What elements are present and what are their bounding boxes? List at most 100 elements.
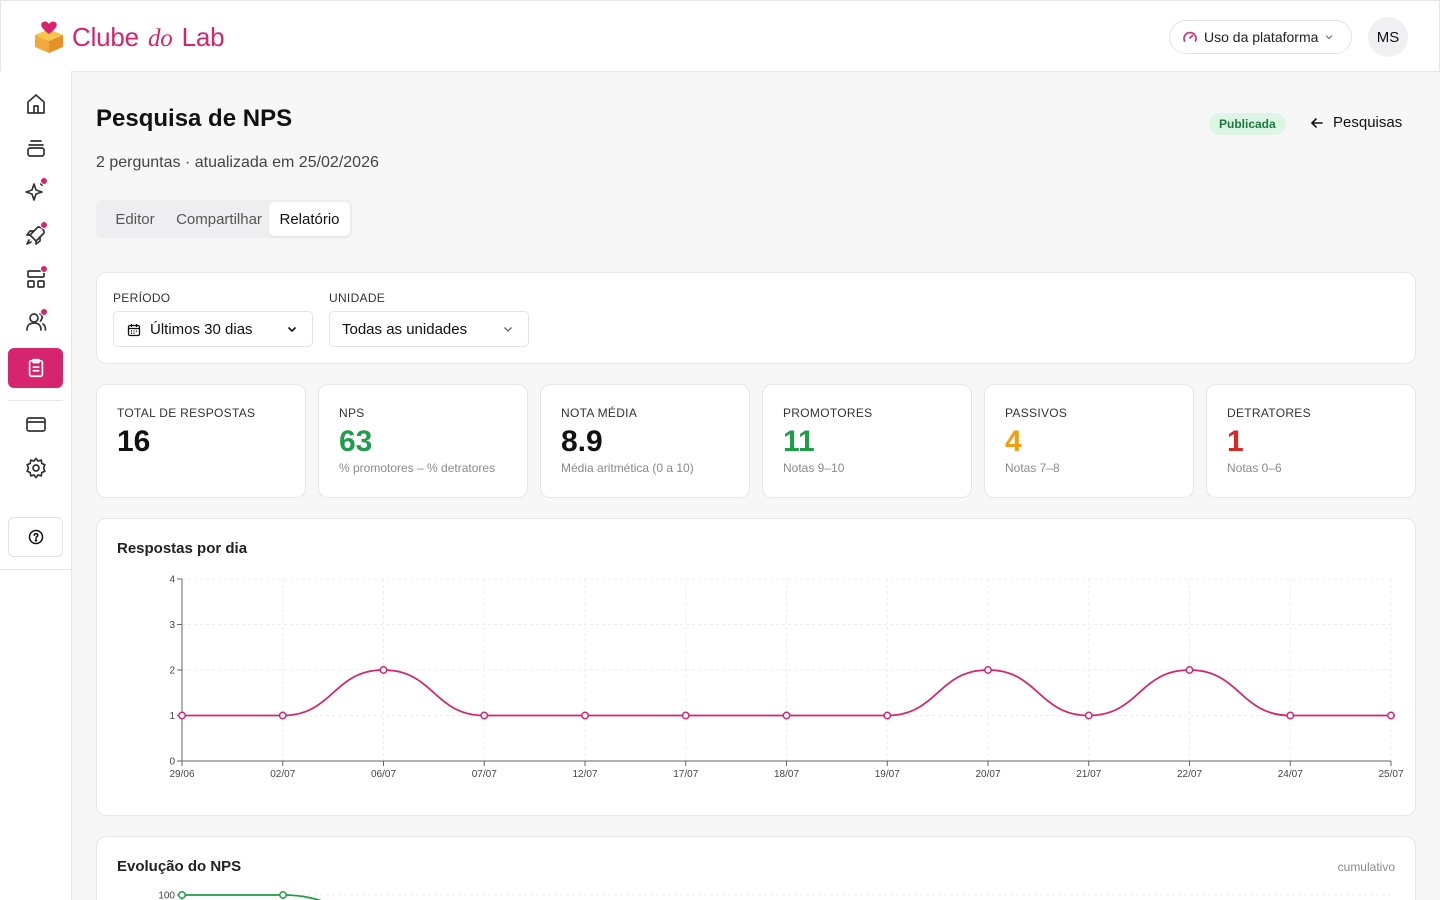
stat-card-total: TOTAL DE RESPOSTAS 16 [96,384,306,498]
brand-name: Clube do Lab [72,21,225,52]
avatar[interactable]: MS [1368,17,1408,57]
stat-label: PASSIVOS [1005,406,1068,420]
clipboard-icon [28,358,43,378]
notification-dot [40,221,48,229]
stat-label: TOTAL DE RESPOSTAS [117,406,256,420]
stat-value: 16 [117,425,151,458]
data-point [581,711,589,720]
unit-select[interactable]: Todas as unidades [329,311,529,347]
y-tick-label: 1 [169,711,175,722]
series-line [182,894,322,900]
stat-value: 63 [339,425,373,458]
help-icon [28,529,43,545]
back-to-surveys-link[interactable]: Pesquisas [1310,114,1402,131]
y-tick-label: 0 [169,757,175,768]
unit-label: UNIDADE [329,291,386,305]
period-select[interactable]: Últimos 30 dias [113,311,313,347]
sidebar-item-home[interactable] [8,84,63,124]
y-tick-label: 100 [158,891,175,900]
platform-usage-label: Uso da plataforma [1204,29,1319,45]
y-tick-label: 2 [169,666,175,677]
back-link-label: Pesquisas [1333,114,1403,131]
data-point [178,711,186,720]
sidebar-item-surveys[interactable] [8,348,63,388]
x-tick-label: 20/07 [975,769,1000,780]
rocket-icon [25,226,45,245]
chart-title: Evolução do NPS [117,858,242,875]
notification-dot [40,308,48,316]
chevron-down-icon [287,326,297,333]
stat-label: NOTA MÉDIA [561,406,638,420]
top-bar: Clube do Lab Uso da plataforma MS [0,0,1440,72]
platform-usage-button[interactable]: Uso da plataforma [1169,20,1352,54]
stat-card-nps: NPS 63 % promotores – % detratores [318,384,528,498]
page-title: Pesquisa de NPS [96,105,293,132]
settings-icon [25,457,46,479]
data-point [782,711,791,720]
stat-card-detractors: DETRATORES 1 Notas 0–6 [1206,384,1416,498]
tab-bar: Editor Compartilhar Relatório [96,200,352,238]
calendar-icon [127,324,141,337]
tab-report[interactable]: Relatório [269,202,350,236]
stat-label: PROMOTORES [783,406,873,420]
status-badge: Publicada [1209,113,1286,135]
sidebar-divider [8,400,63,401]
sidebar [0,71,72,900]
data-point [178,891,186,899]
help-button[interactable] [8,517,63,557]
sidebar-item-layers[interactable] [8,128,63,168]
x-tick-label: 07/07 [472,769,497,780]
stat-label: NPS [339,406,365,420]
x-tick-label: 06/07 [371,769,396,780]
sidebar-item-billing[interactable] [8,404,63,444]
nps-evolution-chart: 100 [158,891,1391,900]
x-tick-label: 18/07 [774,769,799,780]
layers-icon [26,140,45,157]
chevron-down-icon [1325,35,1333,40]
data-point [883,711,892,720]
stat-value: 11 [783,425,815,458]
tab-editor[interactable]: Editor [115,210,155,228]
data-point [1286,711,1295,720]
x-tick-label: 17/07 [673,769,698,780]
filters-card: PERÍODO Últimos 30 dias UNIDADE Todas as… [96,272,1416,364]
brand-logo[interactable]: Clube do Lab [32,20,225,54]
users-icon [25,313,46,331]
sidebar-item-settings[interactable] [8,448,63,488]
period-value: Últimos 30 dias [150,320,253,338]
chart-title: Respostas por dia [117,540,248,557]
chevron-down-icon [504,327,512,332]
notification-dot [40,265,48,273]
stat-hint: Notas 9–10 [783,461,845,475]
data-point [379,666,388,674]
layout-icon [26,270,45,288]
sidebar-item-users[interactable] [8,302,63,342]
data-point [1387,711,1395,720]
notification-dot [40,177,48,185]
nps-evolution-card: Evolução do NPS cumulativo 100 [96,836,1416,900]
data-point [681,711,690,720]
data-point [279,891,287,899]
x-tick-label: 19/07 [875,769,900,780]
x-tick-label: 22/07 [1177,769,1202,780]
x-tick-label: 12/07 [572,769,597,780]
stat-hint: Notas 7–8 [1005,461,1060,475]
stat-hint: Média aritmética (0 a 10) [561,461,694,475]
page-subtitle: 2 perguntas · atualizada em 25/02/2026 [96,154,379,171]
stat-value: 4 [1005,425,1022,458]
arrow-left-icon [1310,117,1323,128]
y-tick-label: 4 [169,575,175,586]
x-tick-label: 25/07 [1378,769,1403,780]
stat-hint: Notas 0–6 [1227,461,1282,475]
responses-chart-card: Respostas por dia 0 1 2 3 4 29/06 02/07 06/07 07… [96,518,1416,816]
stat-label: DETRATORES [1227,406,1311,420]
sidebar-item-layout[interactable] [8,259,63,299]
tab-share[interactable]: Compartilhar [176,210,262,228]
stat-card-average: NOTA MÉDIA 8.9 Média aritmética (0 a 10) [540,384,750,498]
sidebar-item-rocket[interactable] [8,215,63,255]
heart-box-icon [35,21,63,53]
x-tick-label: 21/07 [1076,769,1101,780]
x-tick-label: 29/06 [169,769,194,780]
sidebar-item-sparkles[interactable] [8,171,63,211]
x-tick-label: 24/07 [1278,769,1303,780]
